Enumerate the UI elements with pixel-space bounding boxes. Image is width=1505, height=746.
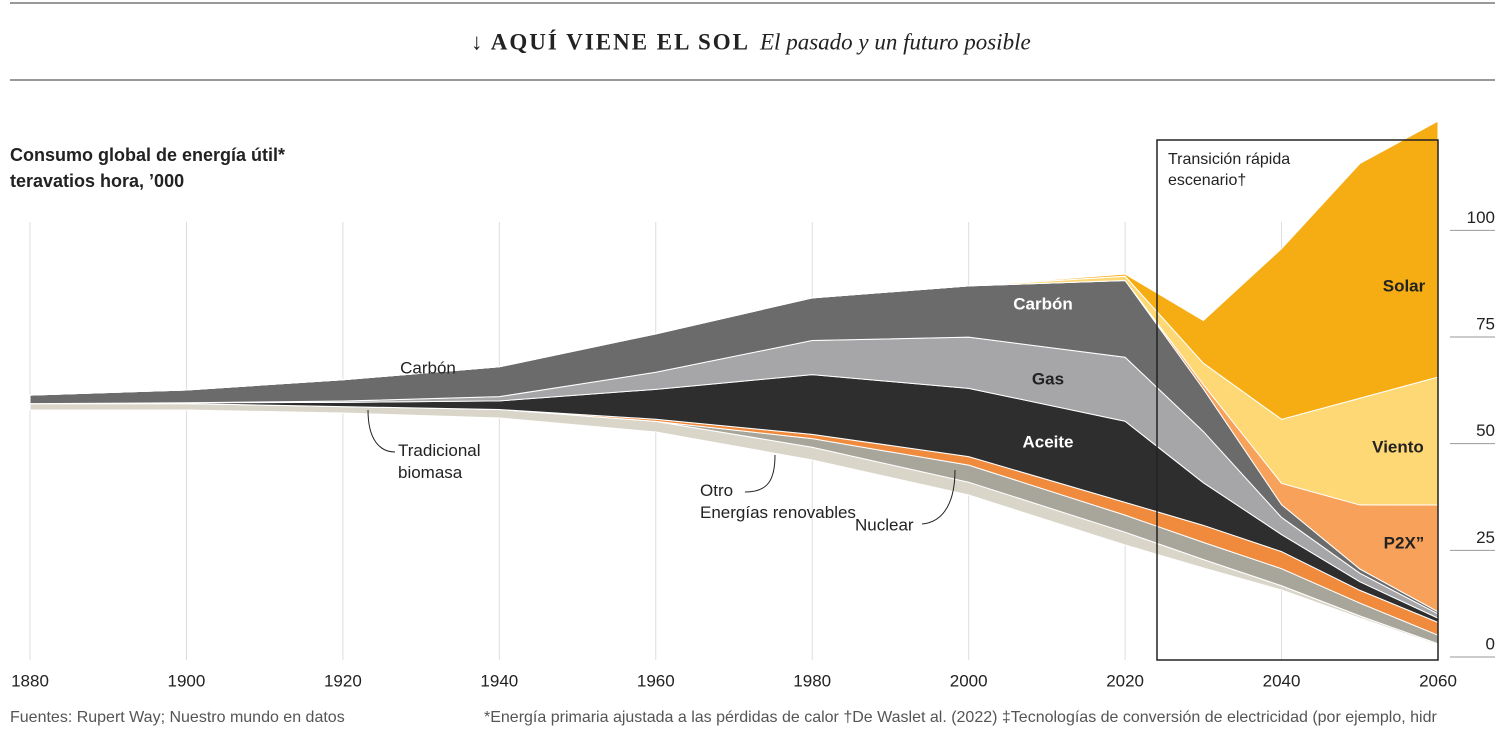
series-label: Nuclear xyxy=(855,515,914,534)
x-tick-label: 1980 xyxy=(793,671,831,690)
series-label: Carbón xyxy=(400,358,456,377)
notes: *Energía primaria ajustada a las pérdida… xyxy=(484,709,1437,726)
y-tick-label: 100 xyxy=(1467,208,1495,227)
x-tick-label: 2040 xyxy=(1263,671,1301,690)
leader xyxy=(367,409,396,453)
x-tick-label: 1880 xyxy=(11,671,49,690)
series-label: Viento xyxy=(1372,437,1424,456)
annotation: Transición rápida escenario† xyxy=(1168,151,1290,189)
leader xyxy=(744,454,776,493)
chart-title: Consumo global de energía útil* xyxy=(10,145,285,165)
series-label: Solar xyxy=(1383,276,1426,295)
leader xyxy=(921,469,956,525)
headline: El pasado y un futuro posible xyxy=(759,29,1031,54)
series-label: Carbón xyxy=(1013,294,1073,313)
x-tick-label: 2020 xyxy=(1106,671,1144,690)
y-tick-label: 75 xyxy=(1476,314,1495,333)
chart-subtitle: teravatios hora, ’000 xyxy=(10,171,184,191)
series-label: P2X” xyxy=(1384,533,1425,552)
source: Fuentes: Rupert Way; Nuestro mundo en da… xyxy=(10,709,345,726)
y-tick-label: 0 xyxy=(1486,634,1495,653)
series-label: Gas xyxy=(1032,369,1064,388)
series-label: Tradicional biomasa xyxy=(398,441,481,482)
x-tick-label: 2060 xyxy=(1419,671,1457,690)
series-label: Otro Energías renovables xyxy=(700,481,856,522)
x-tick-label: 1940 xyxy=(480,671,518,690)
y-tick-label: 25 xyxy=(1476,528,1495,547)
scenario-box xyxy=(1156,139,1439,661)
kicker: ↓ AQUÍ VIENE EL SOL xyxy=(471,29,750,54)
x-tick-label: 2000 xyxy=(950,671,988,690)
x-tick-label: 1920 xyxy=(324,671,362,690)
series-label: Aceite xyxy=(1022,432,1073,451)
x-tick-label: 1960 xyxy=(637,671,675,690)
x-tick-label: 1900 xyxy=(168,671,206,690)
y-tick-label: 50 xyxy=(1476,421,1495,440)
